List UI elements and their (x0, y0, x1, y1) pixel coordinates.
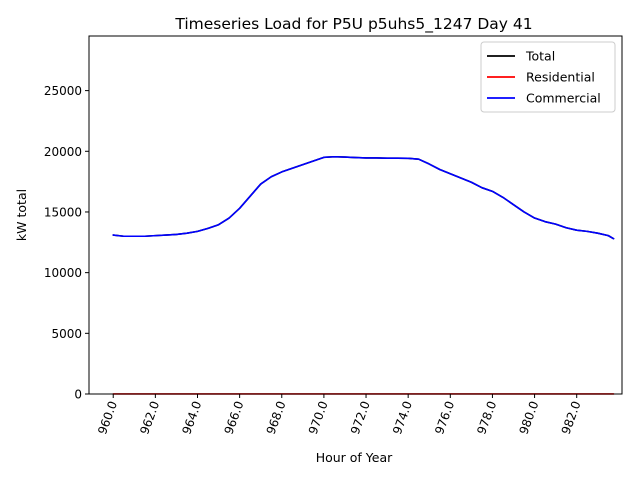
y-tick-label: 5000 (51, 327, 82, 341)
y-tick-label: 20000 (44, 145, 82, 159)
legend-label-commercial: Commercial (526, 91, 601, 106)
y-axis-label: kW total (14, 189, 29, 241)
plot-frame (88, 35, 623, 395)
legend: Total Residential Commercial (480, 41, 616, 113)
y-tick-label: 0 (74, 388, 82, 402)
y-axis-ticks: 0 5000 10000 15000 20000 25000 (44, 84, 89, 402)
series-line-commercial (112, 155, 615, 240)
chart-title: Timeseries Load for P5U p5uhs5_1247 Day … (174, 15, 532, 34)
legend-label-residential: Residential (526, 70, 595, 85)
y-tick-label: 15000 (44, 205, 82, 219)
y-tick-label: 10000 (44, 266, 82, 280)
legend-label-total: Total (525, 49, 555, 64)
y-tick-label: 25000 (44, 84, 82, 98)
x-axis-label: Hour of Year (316, 450, 393, 465)
legend-box (480, 41, 616, 113)
legend-items: Total Residential Commercial (487, 49, 601, 106)
